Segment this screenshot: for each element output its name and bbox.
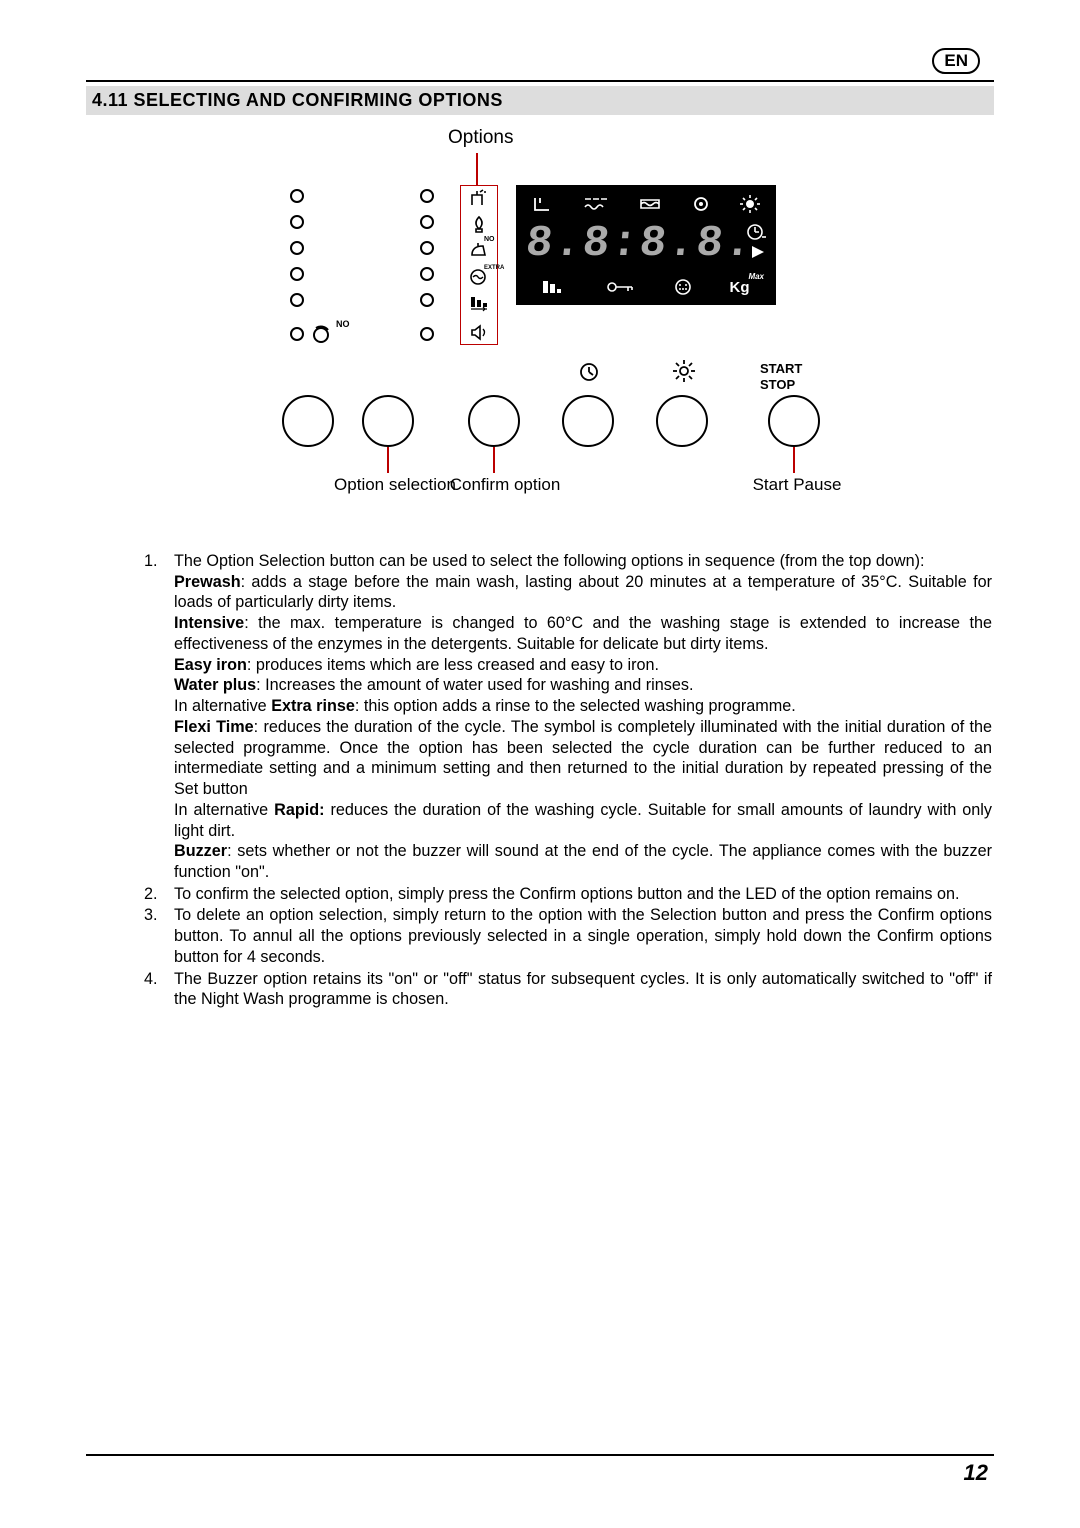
text: : Increases the amount of water used for…	[256, 676, 693, 694]
section-heading: 4.11 SELECTING AND CONFIRMING OPTIONS	[86, 86, 994, 115]
knob-delay	[562, 395, 614, 447]
knob-start-pause	[768, 395, 820, 447]
intensive-icon	[468, 215, 490, 234]
key-icon	[606, 280, 636, 294]
no-spin-icon	[310, 322, 336, 344]
extra-label: EXTRA	[484, 265, 504, 271]
brightness-icon	[672, 359, 696, 383]
text: : sets whether or not the buzzer will so…	[174, 842, 992, 881]
door-lock-icon	[532, 195, 554, 213]
options-label: Options	[448, 127, 513, 149]
waterplus-bold: Water plus	[174, 676, 256, 694]
end-phase-icon	[740, 195, 760, 213]
list-item: The Option Selection button can be used …	[162, 551, 992, 883]
seven-segment-digits: 8.8:8.8.	[523, 219, 755, 269]
rapid-bold: Rapid:	[274, 801, 324, 819]
kg-label: Kg	[730, 279, 750, 296]
red-connector-confirm	[493, 447, 495, 473]
led-indicator	[290, 189, 304, 203]
led-indicator	[420, 293, 434, 307]
red-connector-options	[476, 153, 478, 185]
rule-top	[86, 80, 994, 82]
list-item: To confirm the selected option, simply p…	[162, 884, 992, 905]
text: : produces items which are less creased …	[247, 656, 659, 674]
no-label: NO	[336, 319, 350, 329]
flexi-bold: Flexi Time	[174, 718, 254, 736]
flexi-time-icon	[468, 293, 490, 312]
play-icon	[750, 245, 766, 259]
list-item: To delete an option selection, simply re…	[162, 905, 992, 967]
led-indicator	[290, 215, 304, 229]
delay-icon	[746, 223, 766, 241]
led-indicator	[420, 241, 434, 255]
text: : this option adds a rinse to the select…	[355, 697, 796, 715]
rule-bottom	[86, 1454, 994, 1456]
red-connector-option-sel	[387, 447, 389, 473]
drum-icon	[673, 278, 693, 296]
easyiron-bold: Easy iron	[174, 656, 247, 674]
knob-confirm-option	[468, 395, 520, 447]
start-text: START	[760, 361, 802, 376]
red-connector-start	[793, 447, 795, 473]
text: The Option Selection button can be used …	[174, 552, 924, 570]
led-indicator	[420, 327, 434, 341]
confirm-option-label: Confirm option	[440, 475, 570, 495]
text: : reduces the duration of the cycle. The…	[174, 718, 992, 798]
extrarinse-bold: Extra rinse	[271, 697, 355, 715]
knob-5	[656, 395, 708, 447]
lcd-display: 8.8:8.8. Kg Max	[516, 185, 776, 305]
rinse-phase-icon	[638, 195, 662, 213]
list-item: The Buzzer option retains its "on" or "o…	[162, 969, 992, 1010]
led-indicator	[420, 189, 434, 203]
text: In alternative	[174, 697, 271, 715]
prewash-bold: Prewash	[174, 573, 241, 591]
text: : the max. temperature is changed to 60°…	[174, 614, 992, 653]
instruction-list: The Option Selection button can be used …	[86, 551, 992, 1010]
spin-phase-icon	[691, 195, 711, 213]
led-indicator	[420, 267, 434, 281]
buzzer-icon	[468, 323, 490, 342]
led-indicator	[290, 327, 304, 341]
buzzer-bold: Buzzer	[174, 842, 227, 860]
led-indicator	[290, 293, 304, 307]
stop-text: STOP	[760, 377, 795, 392]
led-indicator	[290, 241, 304, 255]
max-label: Max	[748, 272, 764, 281]
control-panel-diagram: Options NO NO	[220, 127, 860, 537]
easy-iron-icon	[468, 241, 490, 260]
knob-1	[282, 395, 334, 447]
led-indicator	[290, 267, 304, 281]
page-number: 12	[964, 1460, 988, 1486]
intensive-bold: Intensive	[174, 614, 244, 632]
text: : adds a stage before the main wash, las…	[174, 573, 992, 612]
knob-option-selection	[362, 395, 414, 447]
no-label: NO	[484, 236, 495, 243]
wash-phase-icon	[583, 195, 609, 213]
progress-bars-icon	[543, 279, 569, 295]
language-badge: EN	[932, 48, 980, 74]
text: In alternative	[174, 801, 274, 819]
prewash-icon	[468, 189, 490, 208]
delay-start-icon	[578, 361, 600, 383]
start-pause-label: Start Pause	[742, 475, 852, 495]
led-indicator	[420, 215, 434, 229]
